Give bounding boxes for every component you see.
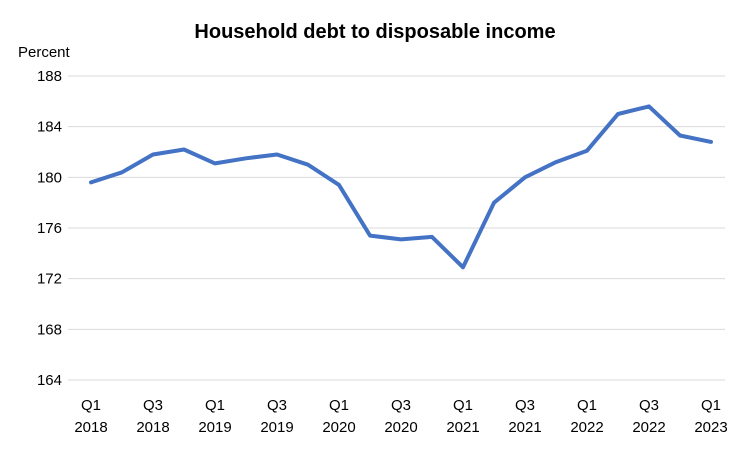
data-point	[554, 160, 558, 164]
y-tick-label: 188	[37, 68, 62, 85]
y-tick-layer: 164 168 172 176 180 184 188	[37, 68, 62, 389]
y-axis-label: Percent	[18, 44, 71, 61]
x-tick-label-quarter: Q1	[577, 397, 597, 414]
x-tick-label-quarter: Q1	[81, 397, 101, 414]
grid-layer	[68, 75, 725, 381]
chart-title: Household debt to disposable income	[194, 21, 555, 43]
data-point	[647, 104, 651, 108]
x-tick-label-year: 2020	[322, 419, 355, 436]
x-tick-label-quarter: Q3	[515, 397, 535, 414]
x-tick-label-year: 2019	[260, 419, 293, 436]
x-tick-label-year: 2019	[198, 419, 231, 436]
x-tick-label-quarter: Q1	[453, 397, 473, 414]
x-tick-label-year: 2018	[74, 419, 107, 436]
data-point	[213, 161, 217, 165]
x-tick-label-quarter: Q3	[143, 397, 163, 414]
x-tick-label-quarter: Q3	[267, 397, 287, 414]
x-tick-label-year: 2023	[694, 419, 727, 436]
series-layer	[89, 104, 713, 270]
data-point	[151, 153, 155, 157]
x-tick-label-year: 2021	[508, 419, 541, 436]
data-point	[399, 237, 403, 241]
data-point	[120, 170, 124, 174]
data-point	[337, 183, 341, 187]
data-point	[368, 234, 372, 238]
data-point	[709, 140, 713, 144]
y-tick-label: 168	[37, 321, 62, 338]
x-tick-label-year: 2020	[384, 419, 417, 436]
y-tick-label: 172	[37, 271, 62, 288]
x-tick-label-quarter: Q3	[391, 397, 411, 414]
y-tick-label: 180	[37, 169, 62, 186]
data-point	[89, 180, 93, 184]
data-point	[616, 112, 620, 116]
data-point	[182, 147, 186, 151]
x-tick-label-quarter: Q1	[205, 397, 225, 414]
data-point	[275, 153, 279, 157]
x-tick-layer: Q1 2018 Q3 2018 Q1 2019 Q3 2019 Q1 2020 Q3 2020 Q1 20…	[74, 397, 727, 436]
x-tick-label-quarter: Q1	[701, 397, 721, 414]
x-tick-label-quarter: Q3	[639, 397, 659, 414]
x-tick-label-year: 2021	[446, 419, 479, 436]
data-point	[678, 134, 682, 138]
y-tick-label: 176	[37, 220, 62, 237]
x-tick-label-year: 2022	[632, 419, 665, 436]
series-line	[89, 104, 713, 270]
data-point	[306, 163, 310, 167]
data-point	[585, 149, 589, 153]
data-point	[492, 201, 496, 205]
x-tick-label-year: 2022	[570, 419, 603, 436]
data-point	[461, 265, 465, 269]
x-tick-label-quarter: Q1	[329, 397, 349, 414]
data-point	[523, 175, 527, 179]
data-point	[244, 156, 248, 160]
y-tick-label: 184	[37, 119, 62, 136]
y-tick-label: 164	[37, 372, 62, 389]
data-point	[430, 235, 434, 239]
x-tick-label-year: 2018	[136, 419, 169, 436]
